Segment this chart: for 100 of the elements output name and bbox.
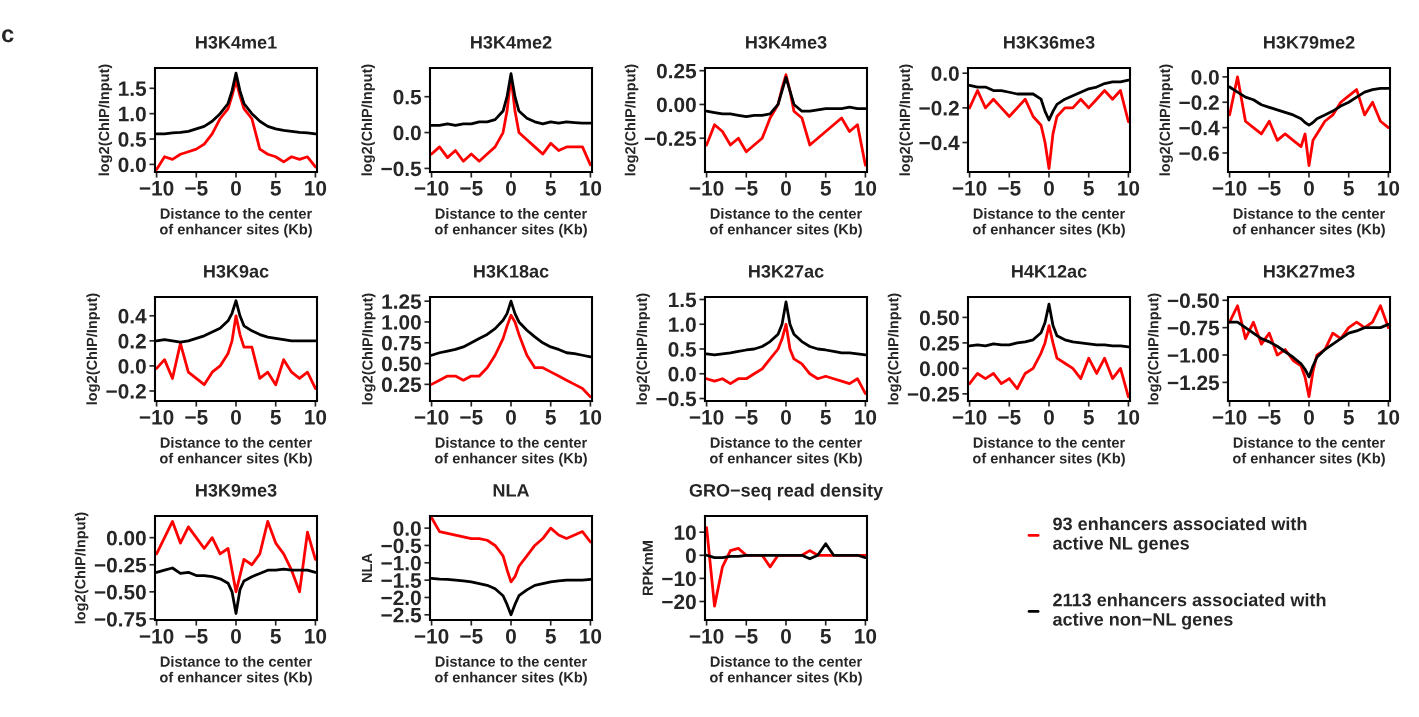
x-tick-label: −5 (185, 410, 208, 425)
line-series (968, 89, 1130, 170)
chart-title: H4K12ac (1012, 264, 1087, 278)
y-tick-label: −0.5 (381, 161, 422, 177)
y-tick-label: −1.0 (381, 555, 421, 571)
x-axis-title: Distance to the center of enhancer sites (Kb) (1233, 208, 1385, 238)
y-tick-label: −0.2 (1179, 95, 1219, 110)
legend-label: 93 enhancers associated with active NL genes (1053, 516, 1307, 554)
x-tick-label: 0 (781, 409, 791, 425)
x-tick-label: 0 (506, 628, 516, 644)
chart-title: H3K9ac (204, 264, 269, 278)
x-axis-title: Distance to the center of enhancer sites (Kb) (973, 208, 1125, 238)
y-tick-label: −0.6 (1179, 145, 1219, 161)
x-tick-label: −5 (998, 181, 1021, 196)
line-series (155, 314, 317, 390)
x-tick-label: 5 (820, 410, 831, 425)
y-axis-title: log2(ChIP/Input) (624, 64, 639, 176)
y-axis-title: log2(ChIP/Input) (887, 293, 902, 405)
y-tick-label: 1.00 (382, 314, 421, 330)
x-tick-label: 5 (545, 629, 556, 644)
x-tick-label: −10 (139, 628, 174, 644)
y-tick-label: 0.0 (118, 157, 146, 173)
x-tick-label: −5 (1258, 181, 1281, 196)
y-tick-label: −0.4 (1179, 120, 1220, 136)
x-tick-label: 0 (1304, 180, 1314, 196)
line-series (968, 324, 1130, 399)
x-axis-title: Distance to the center of enhancer sites (Kb) (1233, 437, 1385, 467)
y-tick-label: 0.50 (381, 356, 421, 372)
x-tick-label: −10 (139, 409, 174, 425)
y-tick-label: −1.00 (1167, 348, 1219, 363)
x-tick-label: −5 (460, 629, 483, 644)
x-tick-label: 10 (1378, 409, 1400, 425)
y-tick-label: −0.50 (1167, 293, 1219, 309)
x-tick-label: 0 (1044, 180, 1054, 196)
x-tick-label: 5 (270, 629, 281, 644)
y-tick-label: 0.4 (118, 308, 147, 324)
y-tick-label: −2.0 (381, 590, 421, 606)
x-tick-label: −5 (460, 410, 483, 425)
x-tick-label: −5 (735, 410, 758, 425)
x-tick-label: −5 (185, 629, 208, 644)
x-tick-label: 0 (231, 628, 241, 644)
chart-title: H3K18ac (474, 264, 549, 278)
y-tick-label: 0.25 (381, 377, 422, 393)
chart-title: H3K9me3 (196, 483, 277, 497)
x-tick-label: 0 (781, 628, 791, 644)
y-tick-label: −0.75 (94, 611, 147, 627)
x-axis-title: Distance to the center of enhancer sites (Kb) (710, 656, 862, 686)
y-tick-label: 1.0 (669, 317, 696, 332)
x-axis-title: Distance to the center of enhancer sites (Kb) (435, 656, 587, 686)
x-tick-label: −10 (414, 409, 449, 425)
x-tick-label: 0 (231, 409, 241, 425)
x-tick-label: 10 (1118, 180, 1140, 196)
y-tick-label: 0.2 (118, 333, 146, 349)
x-tick-label: 5 (1343, 181, 1354, 196)
y-axis-title: log2(ChIP/Input) (361, 293, 376, 405)
x-tick-label: −10 (952, 409, 987, 425)
y-tick-label: −0.25 (644, 131, 697, 146)
x-tick-label: 5 (545, 410, 556, 425)
x-tick-label: 5 (1343, 410, 1354, 425)
x-axis-title: Distance to the center of enhancer sites (Kb) (435, 208, 587, 238)
x-tick-label: 5 (1083, 181, 1094, 196)
y-tick-label: −10 (662, 571, 696, 587)
x-tick-label: 0 (506, 409, 516, 425)
x-tick-label: 10 (305, 180, 327, 196)
x-axis-title: Distance to the center of enhancer sites (Kb) (973, 437, 1125, 467)
y-tick-label: −0.2 (919, 100, 959, 116)
y-tick-label: 0.0 (393, 521, 421, 536)
x-tick-label: 5 (820, 181, 831, 196)
chart-title: H3K27me3 (1264, 264, 1355, 278)
y-axis-title: RPKmM (642, 541, 653, 595)
y-axis-title: log2(ChIP/Input) (86, 293, 100, 405)
y-axis-title: log2(ChIP/Input) (636, 293, 650, 405)
x-axis-title: Distance to the center of enhancer sites (Kb) (435, 437, 587, 467)
y-tick-label: −1.25 (1167, 375, 1220, 391)
y-tick-label: 0.75 (381, 335, 422, 351)
x-tick-label: −5 (185, 181, 208, 196)
y-tick-label: −20 (662, 594, 696, 610)
legend-label: 2113 enhancers associated with active non−NL genes (1053, 593, 1326, 630)
x-tick-label: 10 (855, 409, 877, 425)
y-tick-label: 0.5 (668, 342, 697, 357)
line-series (1228, 75, 1390, 168)
y-tick-label: −0.5 (656, 391, 697, 407)
x-tick-label: −10 (689, 628, 724, 644)
y-tick-label: 1.0 (119, 106, 146, 122)
x-axis-title: Distance to the center of enhancer sites (Kb) (160, 656, 312, 686)
x-tick-label: 0 (231, 180, 241, 196)
y-tick-label: 0.00 (106, 530, 146, 546)
x-tick-label: −5 (998, 410, 1021, 425)
x-tick-label: 5 (545, 181, 556, 196)
line-series (430, 313, 592, 399)
y-tick-label: −0.2 (106, 383, 146, 399)
x-tick-label: −5 (735, 181, 758, 196)
x-tick-label: −10 (952, 180, 987, 196)
x-tick-label: −5 (460, 181, 483, 196)
x-tick-label: −10 (689, 409, 724, 425)
y-tick-label: 0.5 (118, 132, 147, 147)
y-axis-title: log2(ChIP/Input) (1159, 64, 1173, 176)
x-tick-label: −10 (1212, 409, 1247, 425)
y-tick-label: 0.25 (656, 63, 697, 79)
x-tick-label: −10 (1212, 180, 1247, 196)
